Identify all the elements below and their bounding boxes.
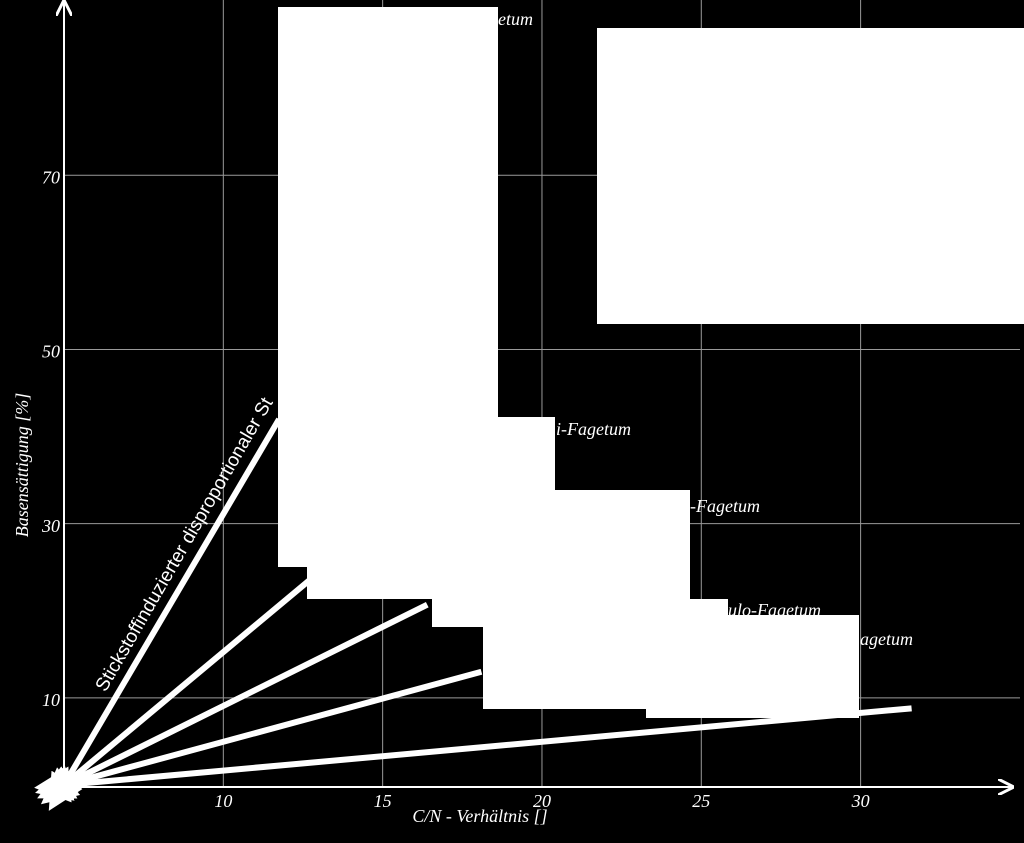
y-tick-label: 30 [41,516,60,536]
annotation: Stickstoffinduzierter disproportionaler … [92,394,278,696]
arrow-line [40,577,312,805]
y-tick-label: 50 [42,342,60,362]
white-box [597,28,1024,324]
arrow-line [48,417,282,811]
x-tick-label: 20 [533,791,551,811]
annotation: etum [498,9,533,29]
x-tick-label: 25 [692,791,710,811]
arrow-line [35,668,483,801]
x-tick-label: 30 [851,791,870,811]
white-box [646,615,859,718]
arrow-line [37,601,429,799]
x-tick-label: 10 [214,791,232,811]
y-tick-label: 70 [42,167,60,187]
y-tick-label: 10 [42,690,60,710]
y-axis-label: Basensättigung [%] [12,393,32,538]
annotation: -Fagetum [690,496,760,516]
arrow-line [34,705,912,803]
annotation: agetum [860,629,913,649]
x-axis-label: C/N - Verhältnis [] [412,806,547,826]
annotation: i-Fagetum [556,419,631,439]
occlusion [278,7,1024,718]
x-tick-label: 15 [374,791,392,811]
